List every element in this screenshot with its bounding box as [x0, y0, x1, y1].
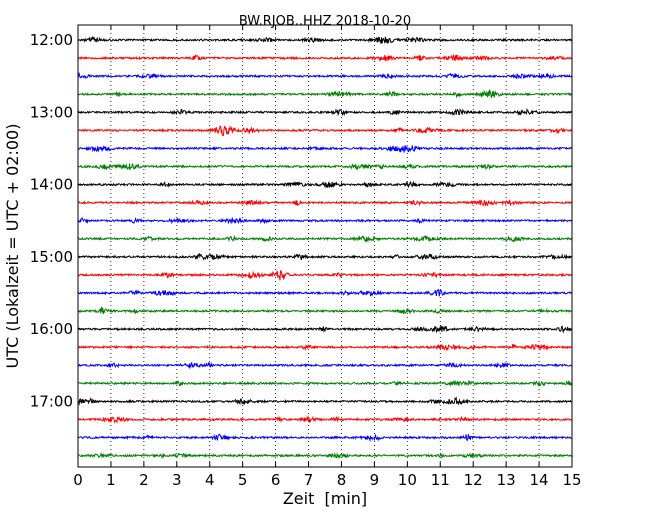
plot-frame [77, 24, 573, 468]
trace-1315 [77, 125, 573, 137]
trace-1445 [77, 234, 573, 243]
y-axis-label: UTC (Lokalzeit = UTC + 02:00) [3, 124, 22, 369]
trace-1630 [77, 361, 573, 370]
y-axis-ticks: 12:00 13:00 14:00 15:00 16:00 17:00 [30, 31, 572, 410]
x-tick-label: 2 [139, 471, 149, 489]
x-tick-label: 5 [238, 471, 248, 489]
trace-1700 [77, 396, 573, 406]
chart-title: BW.RJOB..HHZ 2018-10-20 [239, 14, 411, 29]
x-tick-label: 0 [73, 471, 83, 489]
x-tick-label: 4 [205, 471, 215, 489]
trace-1515 [77, 270, 573, 281]
trace-1415 [77, 199, 573, 207]
x-tick-label: 1 [106, 471, 116, 489]
y-tick-label: 14:00 [30, 176, 73, 194]
trace-1645 [77, 379, 573, 388]
trace-1400 [77, 180, 573, 189]
trace-1530 [77, 289, 573, 297]
x-tick-label: 13 [497, 471, 516, 489]
trace-1200 [77, 35, 573, 45]
y-tick-label: 17:00 [30, 392, 73, 410]
trace-1300 [77, 107, 573, 117]
x-tick-label: 14 [530, 471, 549, 489]
trace-1430 [77, 216, 573, 225]
seismic-traces [77, 35, 573, 460]
trace-1500 [77, 252, 573, 261]
x-tick-label: 12 [464, 471, 483, 489]
x-tick-label: 9 [370, 471, 380, 489]
x-tick-label: 3 [172, 471, 182, 489]
trace-1545 [77, 305, 573, 315]
x-tick-label: 6 [271, 471, 281, 489]
trace-1715 [77, 415, 573, 424]
x-axis-ticks: 0 1 2 3 4 5 6 7 8 9 10 11 12 13 14 15 [73, 25, 582, 489]
y-tick-label: 12:00 [30, 31, 73, 49]
x-tick-label: 15 [562, 471, 581, 489]
trace-1245 [77, 88, 573, 99]
x-axis-label: Zeit [min] [283, 489, 367, 508]
y-tick-label: 13:00 [30, 103, 73, 121]
trace-1600 [77, 324, 573, 334]
trace-1730 [77, 433, 573, 443]
x-tick-label: 11 [431, 471, 450, 489]
trace-1345 [77, 163, 573, 171]
trace-1745 [77, 451, 573, 460]
y-tick-label: 15:00 [30, 248, 73, 266]
x-tick-label: 7 [304, 471, 314, 489]
vertical-grid-lines [110, 25, 540, 467]
trace-1615 [77, 343, 573, 352]
x-tick-label: 10 [398, 471, 417, 489]
trace-1230 [77, 72, 573, 80]
trace-1215 [77, 53, 573, 63]
trace-1330 [77, 145, 573, 153]
y-tick-label: 16:00 [30, 320, 73, 338]
x-tick-label: 8 [337, 471, 347, 489]
